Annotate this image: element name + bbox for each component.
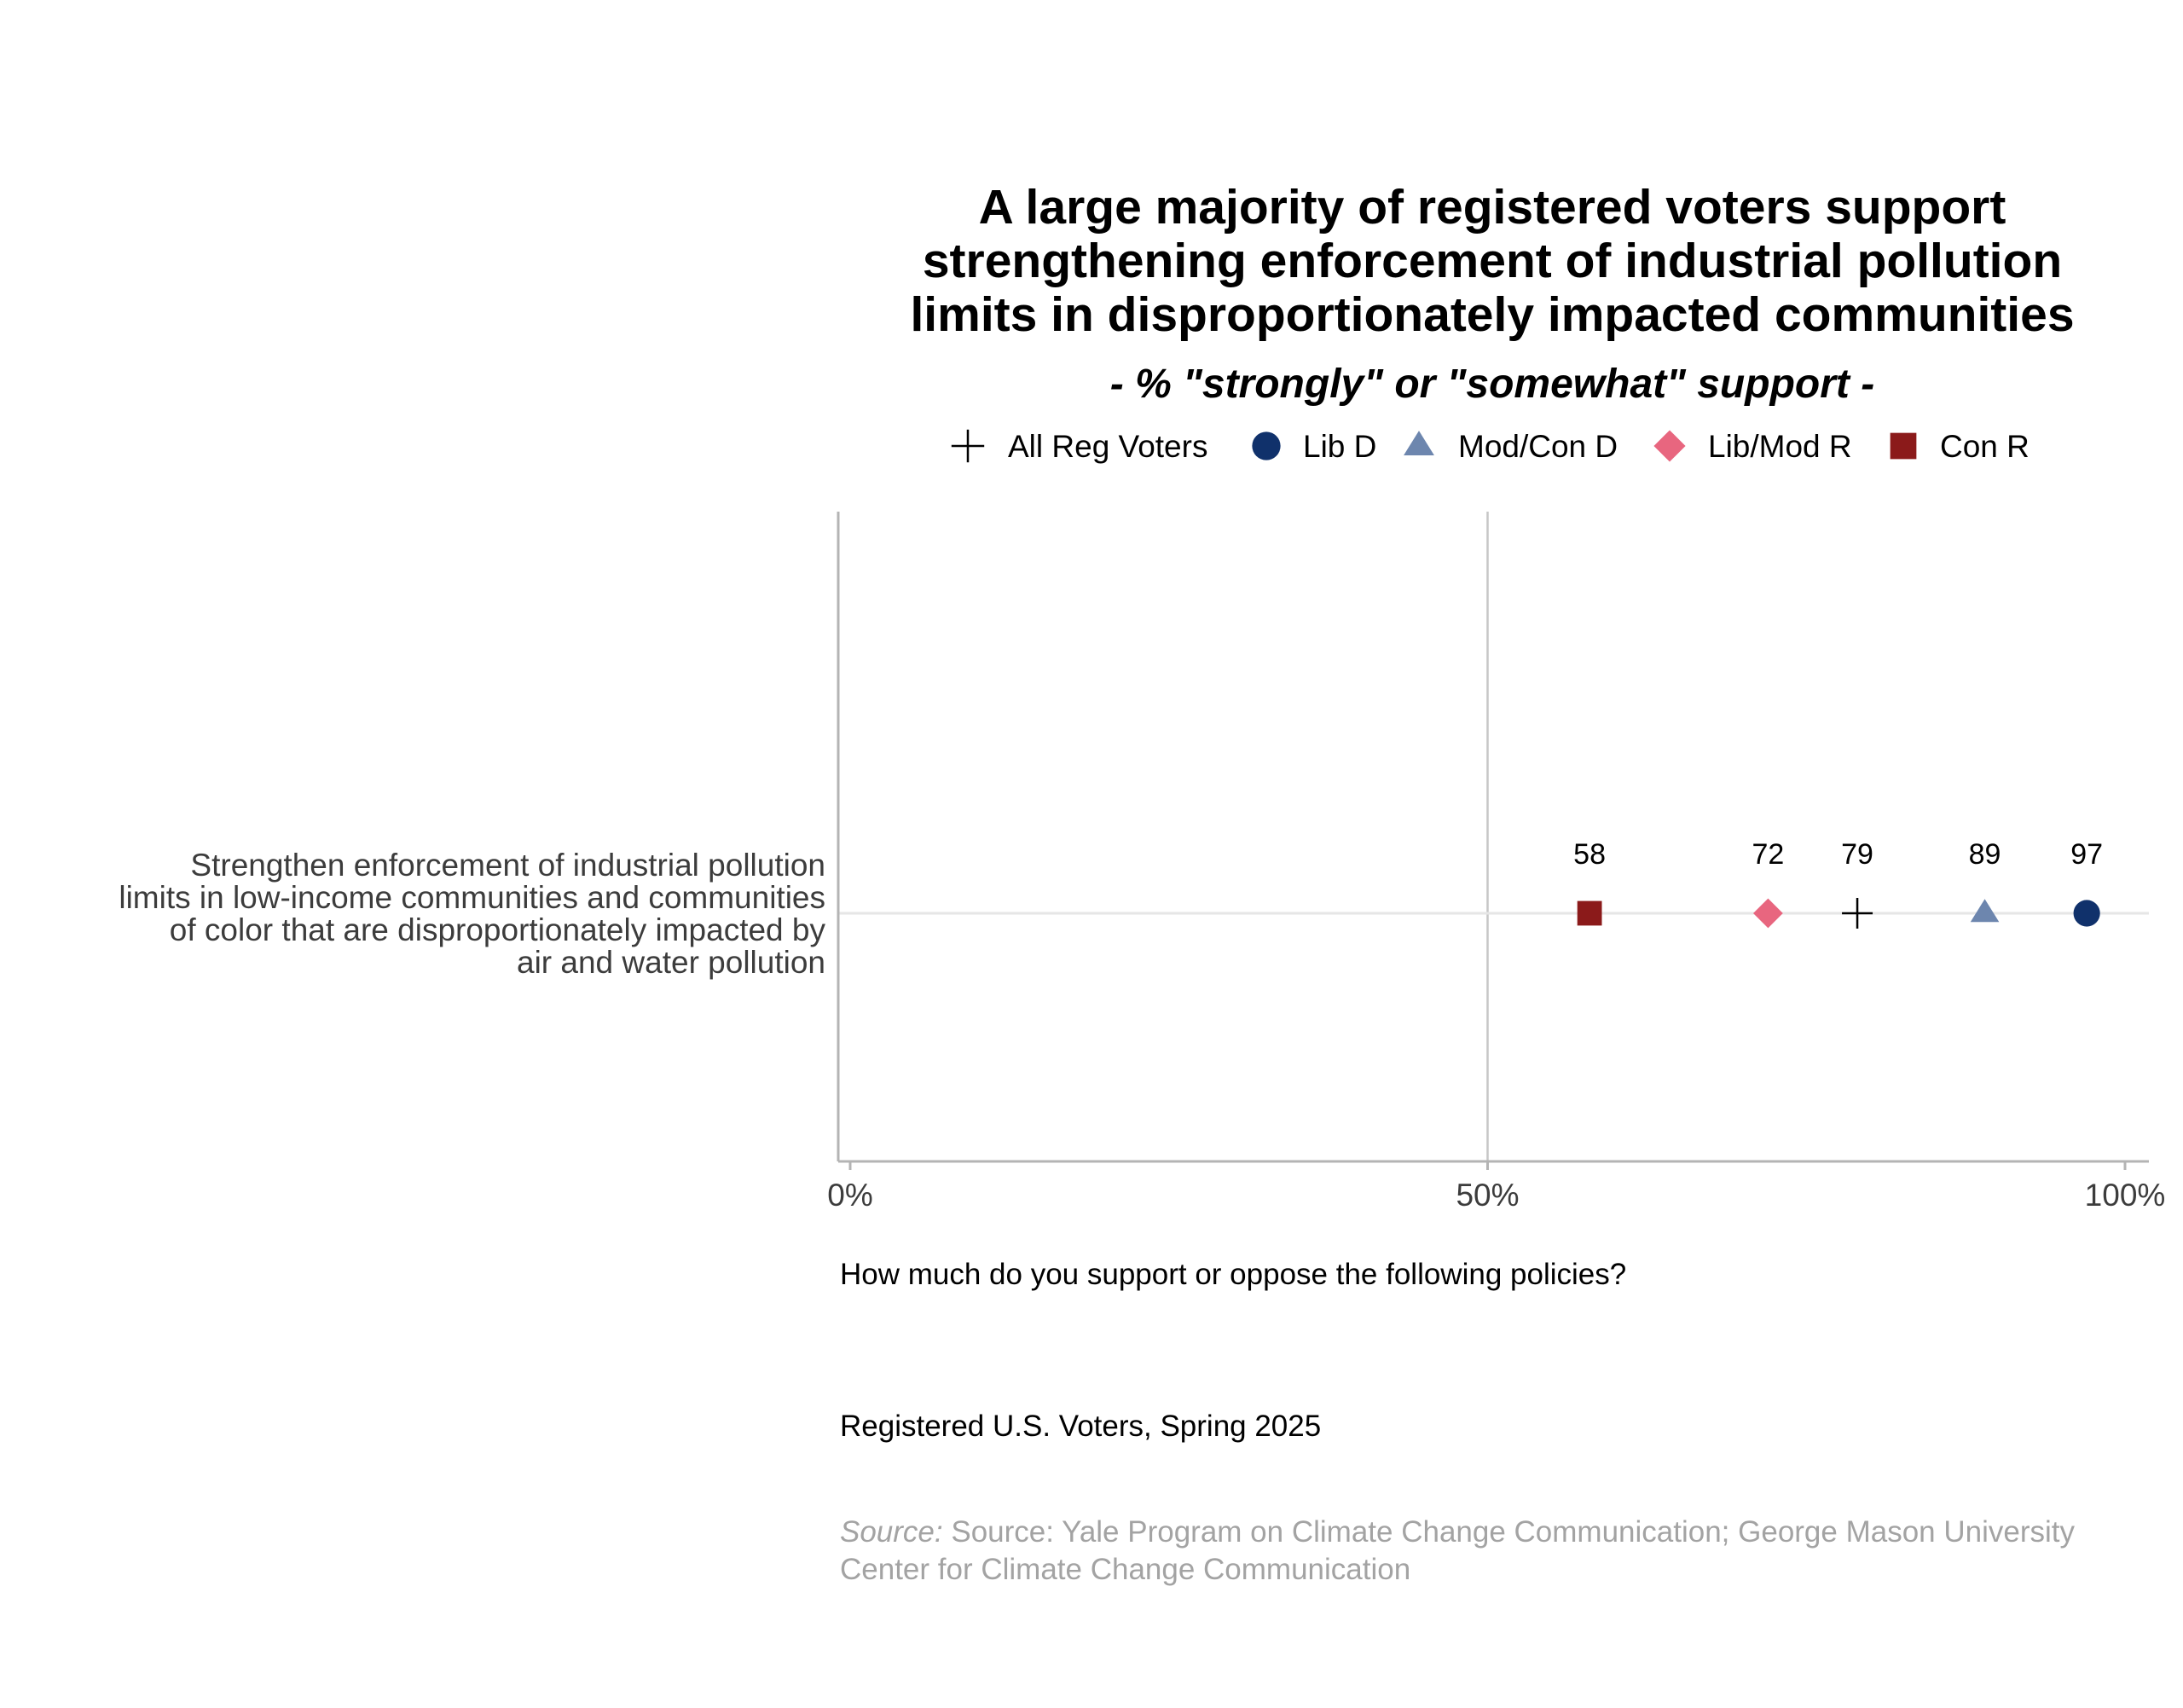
data-label: 79: [1841, 838, 1873, 871]
legend-label: All Reg Voters: [1008, 429, 1207, 464]
legend-label: Con R: [1940, 429, 2030, 464]
data-point: [2073, 900, 2100, 927]
data-label: 97: [2070, 838, 2103, 871]
legend-marker: [1252, 431, 1281, 460]
legend-marker: [951, 429, 985, 463]
population-text: Registered U.S. Voters, Spring 2025: [840, 1410, 1322, 1443]
data-label: 72: [1752, 838, 1784, 871]
category-label-line: Strengthen enforcement of industrial pol…: [190, 848, 825, 883]
chart-subtitle: - % "strongly" or "somewhat" support -: [1109, 362, 1875, 407]
x-tick-label: 0%: [827, 1178, 872, 1213]
category-label-line: air and water pollution: [517, 945, 825, 980]
chart-title-line: A large majority of registered voters su…: [978, 180, 2006, 234]
chart-title: A large majority of registered voters su…: [840, 181, 2145, 342]
data-label: 89: [1969, 838, 2001, 871]
chart-title-line: limits in disproportionately impacted co…: [910, 287, 2075, 342]
data-point: [1842, 898, 1873, 929]
category-label-line: limits in low-income communities and com…: [119, 880, 825, 915]
legend-label: Lib/Mod R: [1708, 429, 1852, 464]
legend-marker: [1890, 432, 1917, 460]
data-point: [1753, 898, 1783, 929]
legend-marker: [1404, 431, 1434, 455]
x-tick-label: 50%: [1456, 1178, 1519, 1213]
source-label: Source:: [840, 1515, 943, 1549]
question-text: How much do you support or oppose the fo…: [840, 1258, 1627, 1291]
source-text: Source: Yale Program on Climate Change C…: [840, 1515, 2076, 1586]
category-label-line: of color that are disproportionately imp…: [170, 912, 826, 947]
legend-label: Mod/Con D: [1458, 429, 1618, 464]
legend-marker: [1653, 430, 1686, 462]
data-point: [1970, 899, 2000, 923]
x-tick-label: 100%: [2085, 1178, 2166, 1213]
chart-title-line: strengthening enforcement of industrial …: [922, 234, 2063, 288]
legend-label: Lib D: [1303, 429, 1376, 464]
source-note: Source: Source: Yale Program on Climate …: [840, 1514, 2085, 1589]
data-point: [1577, 900, 1602, 926]
data-label: 58: [1573, 838, 1606, 871]
